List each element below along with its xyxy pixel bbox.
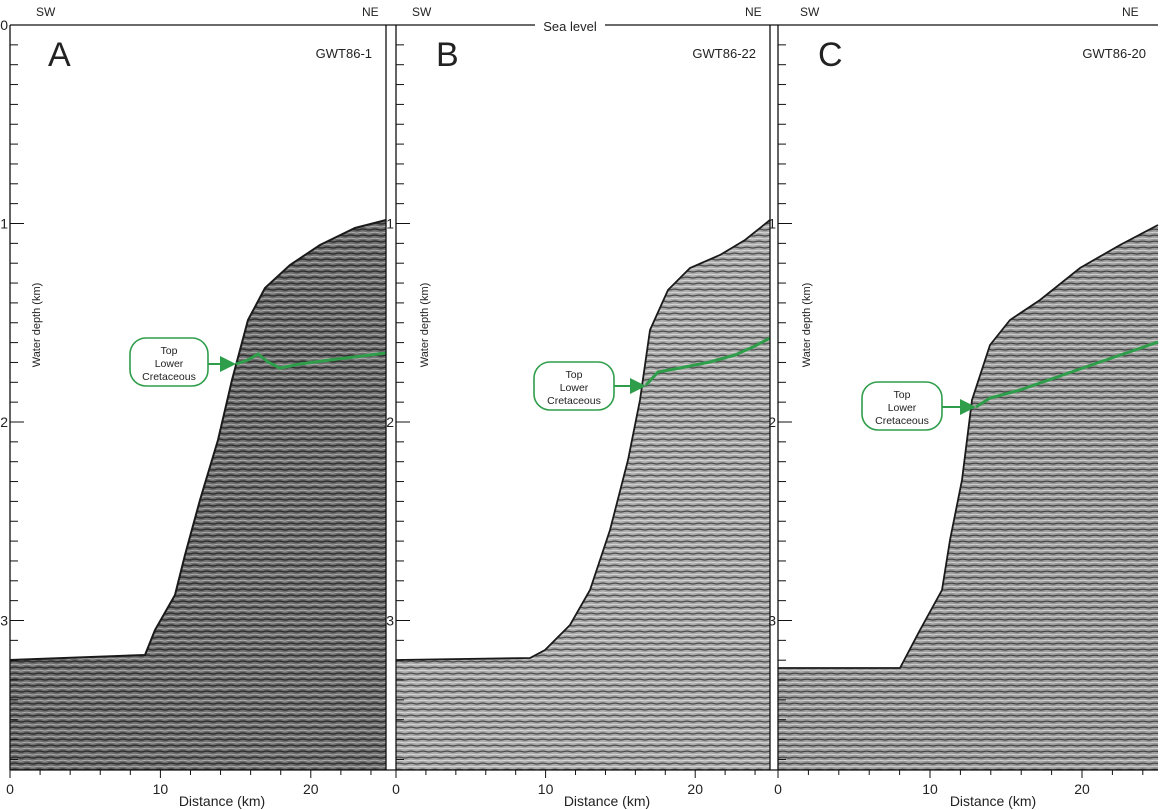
profile-name-c: GWT86-20 (1082, 46, 1146, 61)
seismic-section-a (10, 220, 386, 770)
distance-tick-label: 10 (922, 781, 938, 797)
panel-letter-a: A (48, 36, 71, 74)
callout-a-line3: Cretaceous (142, 371, 196, 383)
depth-tick-label: 2 (0, 414, 8, 430)
depth-tick-label: 2 (386, 414, 394, 430)
depth-tick-label: 3 (768, 613, 776, 629)
panel-b (395, 25, 771, 770)
callout-b-line3: Cretaceous (547, 395, 601, 407)
depth-tick-label: 3 (0, 613, 8, 629)
depth-tick-label: 1 (768, 216, 776, 232)
callout-c-line2: Lower (888, 402, 917, 414)
direction-left-c: SW (800, 5, 820, 19)
panel-c-labels: SW NE C GWT86-20 (800, 5, 1146, 74)
depth-tick-label: 3 (386, 613, 394, 629)
panel-letter-c: C (818, 36, 843, 74)
panel-b-labels: SW NE B GWT86-22 (412, 5, 762, 74)
direction-right-c: NE (1122, 5, 1139, 19)
direction-right-a: NE (362, 5, 379, 19)
callout-b: Top Lower Cretaceous (533, 361, 646, 411)
callout-b-line2: Lower (560, 382, 589, 394)
direction-right-b: NE (745, 5, 762, 19)
callout-a: Top Lower Cretaceous (129, 337, 236, 387)
depth-axes: 0 1 2 3 1 2 3 1 2 3 (0, 17, 792, 760)
panel-a-labels: SW NE A GWT86-1 (36, 5, 379, 74)
depth-tick-label: 2 (768, 414, 776, 430)
distance-tick-label: 10 (538, 781, 554, 797)
distance-tick-label: 0 (774, 781, 782, 797)
depth-axis-label-b: Water depth (km) (419, 283, 431, 368)
seafloor-a (9, 219, 387, 661)
depth-tick-label: 0 (0, 17, 8, 33)
callout-c-line3: Cretaceous (875, 415, 929, 427)
distance-axis-label-a: Distance (km) (179, 793, 265, 809)
callout-c-line1: Top (894, 389, 911, 401)
depth-axis-label-c: Water depth (km) (801, 283, 813, 368)
distance-tick-label: 0 (392, 781, 400, 797)
profile-name-b: GWT86-22 (692, 46, 756, 61)
depth-tick-label: 1 (0, 216, 8, 232)
distance-axes: 0 10 20 0 10 20 0 10 20 (6, 770, 1144, 797)
distance-axis-label-b: Distance (km) (564, 793, 650, 809)
distance-tick-label: 0 (6, 781, 14, 797)
distance-axis-label-c: Distance (km) (950, 793, 1036, 809)
seafloor-b (395, 219, 771, 661)
callout-b-line1: Top (566, 369, 583, 381)
distance-tick-label: 20 (1074, 781, 1090, 797)
horizon-a (235, 351, 387, 370)
callout-c: Top Lower Cretaceous (861, 381, 976, 431)
direction-left-a: SW (36, 5, 56, 19)
callout-a-line2: Lower (155, 358, 184, 370)
panel-letter-b: B (436, 36, 459, 74)
depth-axis-label-a: Water depth (km) (31, 283, 43, 368)
callout-a-line1: Top (161, 345, 178, 357)
seismic-section-b (396, 220, 770, 770)
depth-tick-label: 1 (386, 216, 394, 232)
seismic-section-c (778, 225, 1158, 770)
distance-tick-label: 10 (153, 781, 169, 797)
horizon-c (975, 340, 1159, 409)
sea-level-label: Sea level (543, 19, 597, 34)
distance-tick-label: 20 (687, 781, 703, 797)
horizon-b (644, 336, 771, 387)
distance-tick-label: 20 (303, 781, 319, 797)
panel-c (778, 224, 1159, 770)
profile-name-a: GWT86-1 (316, 46, 372, 61)
panel-a (9, 25, 387, 770)
direction-left-b: SW (412, 5, 432, 19)
